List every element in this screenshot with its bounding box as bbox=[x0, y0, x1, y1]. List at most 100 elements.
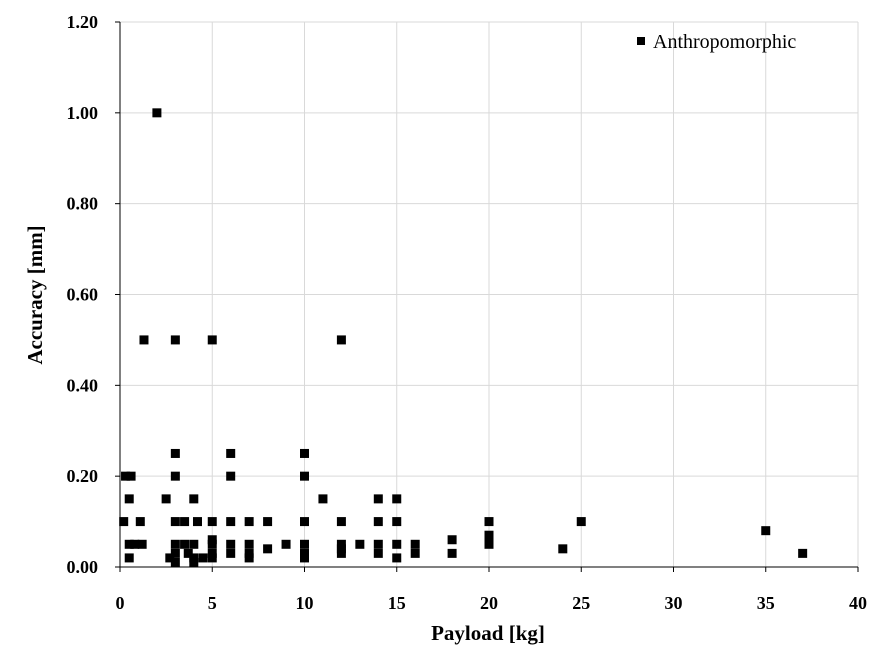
data-point bbox=[244, 548, 254, 558]
data-point bbox=[189, 539, 199, 549]
x-tick-label: 15 bbox=[388, 593, 406, 613]
legend-marker bbox=[637, 37, 645, 45]
data-point bbox=[226, 539, 236, 549]
data-point bbox=[226, 548, 236, 558]
x-axis-title: Payload [kg] bbox=[431, 621, 545, 645]
data-point bbox=[135, 517, 145, 527]
data-point bbox=[183, 548, 193, 558]
data-point bbox=[558, 544, 568, 554]
data-point bbox=[392, 553, 402, 563]
data-point bbox=[336, 517, 346, 527]
y-tick-label: 0.20 bbox=[67, 466, 99, 486]
data-point bbox=[126, 471, 136, 481]
data-point bbox=[373, 548, 383, 558]
data-point bbox=[170, 517, 180, 527]
data-point bbox=[300, 539, 309, 549]
data-point bbox=[170, 539, 180, 549]
y-tick-label: 0.40 bbox=[67, 375, 99, 395]
data-point bbox=[263, 544, 273, 554]
data-point bbox=[244, 539, 254, 549]
y-tick-label: 1.00 bbox=[67, 103, 99, 123]
y-tick-label: 1.20 bbox=[67, 12, 99, 32]
data-point bbox=[170, 335, 180, 345]
data-point bbox=[355, 539, 365, 549]
x-tick-label: 35 bbox=[757, 593, 775, 613]
y-tick-label: 0.80 bbox=[67, 194, 99, 214]
data-point bbox=[124, 539, 134, 549]
data-point bbox=[373, 539, 383, 549]
data-point bbox=[373, 494, 383, 504]
data-point bbox=[484, 530, 494, 540]
y-tick-label: 0.60 bbox=[67, 285, 99, 305]
data-point bbox=[300, 553, 309, 563]
data-point bbox=[207, 548, 217, 558]
x-tick-label: 0 bbox=[116, 593, 125, 613]
data-point bbox=[392, 539, 402, 549]
data-point bbox=[447, 548, 457, 558]
y-tick-label: 0.00 bbox=[67, 557, 99, 577]
data-point bbox=[484, 539, 494, 549]
data-point bbox=[761, 526, 771, 536]
data-point bbox=[798, 548, 808, 558]
legend: Anthropomorphic bbox=[637, 31, 796, 53]
data-point bbox=[300, 471, 309, 481]
y-axis-title: Accuracy [mm] bbox=[23, 225, 47, 364]
data-point bbox=[180, 517, 190, 527]
data-point bbox=[137, 539, 147, 549]
data-point bbox=[180, 539, 190, 549]
x-tick-label: 5 bbox=[208, 593, 217, 613]
data-point bbox=[244, 553, 254, 563]
data-point bbox=[207, 539, 217, 549]
data-point bbox=[484, 517, 494, 527]
data-point bbox=[124, 553, 134, 563]
data-point bbox=[373, 517, 383, 527]
tick-labels: 0 5 10 15 20 25 30 35 40 0.00 0.20 0.40 0.60 0.80 1.00… bbox=[67, 12, 868, 613]
data-point bbox=[244, 517, 254, 527]
data-point bbox=[336, 539, 346, 549]
data-point bbox=[226, 471, 236, 481]
data-point bbox=[392, 517, 402, 527]
axes bbox=[115, 21, 859, 572]
data-point bbox=[170, 448, 180, 458]
data-point bbox=[336, 548, 346, 558]
data-point bbox=[170, 548, 180, 558]
data-point bbox=[410, 548, 420, 558]
data-point bbox=[207, 553, 217, 563]
data-point bbox=[161, 494, 171, 504]
data-point bbox=[300, 448, 309, 458]
data-point bbox=[576, 517, 586, 527]
x-tick-label: 25 bbox=[572, 593, 590, 613]
data-points bbox=[119, 108, 808, 567]
data-point bbox=[189, 553, 199, 563]
data-point bbox=[130, 539, 140, 549]
data-point bbox=[226, 517, 236, 527]
data-point bbox=[226, 448, 236, 458]
x-tick-label: 40 bbox=[849, 593, 867, 613]
data-point bbox=[410, 539, 420, 549]
data-point bbox=[318, 494, 328, 504]
data-point bbox=[392, 494, 402, 504]
data-point bbox=[484, 535, 494, 545]
x-tick-label: 10 bbox=[296, 593, 314, 613]
data-point bbox=[124, 494, 134, 504]
x-tick-label: 30 bbox=[665, 593, 683, 613]
data-point bbox=[300, 548, 309, 558]
data-point bbox=[165, 553, 175, 563]
gridlines bbox=[120, 21, 859, 567]
data-point bbox=[189, 494, 199, 504]
data-point bbox=[336, 544, 346, 554]
data-point bbox=[170, 471, 180, 481]
data-point bbox=[189, 557, 199, 567]
data-point bbox=[263, 517, 273, 527]
data-point bbox=[170, 557, 180, 567]
data-point bbox=[300, 517, 309, 527]
legend-label: Anthropomorphic bbox=[653, 31, 796, 53]
x-tick-label: 20 bbox=[480, 593, 498, 613]
data-point bbox=[207, 335, 217, 345]
data-point bbox=[207, 517, 217, 527]
data-point bbox=[192, 517, 202, 527]
data-point bbox=[281, 539, 291, 549]
data-point bbox=[447, 535, 457, 545]
